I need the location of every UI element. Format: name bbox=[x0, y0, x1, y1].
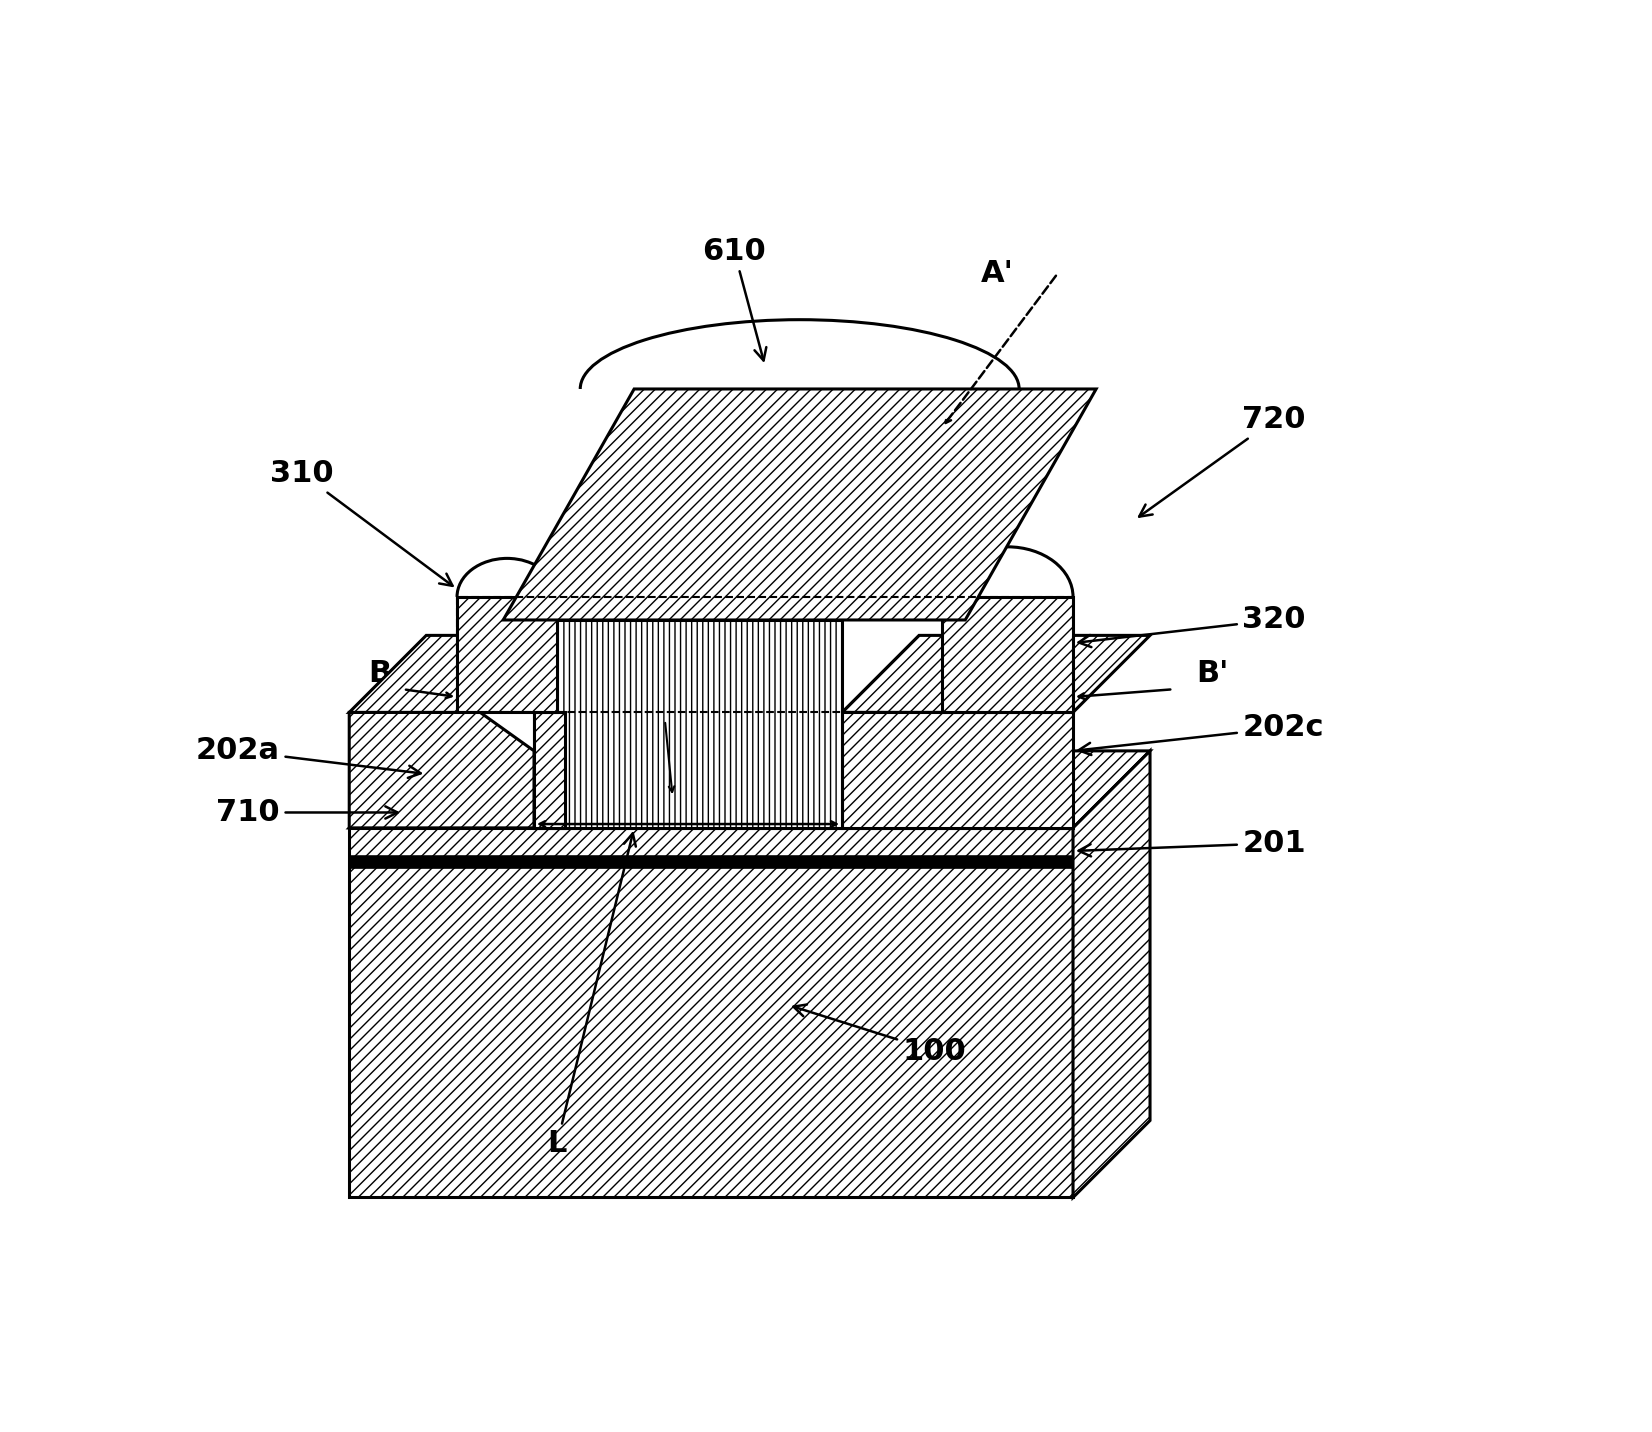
Polygon shape bbox=[349, 636, 557, 712]
Polygon shape bbox=[534, 620, 843, 828]
Polygon shape bbox=[349, 712, 534, 828]
Bar bbox=[458, 597, 1074, 712]
Text: 201: 201 bbox=[1079, 829, 1307, 858]
Polygon shape bbox=[942, 597, 1074, 712]
Text: 202c: 202c bbox=[1079, 713, 1323, 755]
Text: L: L bbox=[547, 833, 636, 1158]
Polygon shape bbox=[1074, 750, 1150, 1197]
Text: 610: 610 bbox=[702, 236, 767, 361]
Text: B: B bbox=[368, 659, 392, 689]
Polygon shape bbox=[843, 712, 1074, 828]
Text: A': A' bbox=[981, 259, 1014, 288]
Polygon shape bbox=[349, 750, 1150, 828]
Bar bbox=[349, 858, 1074, 868]
Polygon shape bbox=[349, 828, 1074, 1197]
Text: 710: 710 bbox=[216, 798, 398, 828]
Text: A: A bbox=[662, 683, 684, 710]
Polygon shape bbox=[458, 597, 557, 712]
Text: 310: 310 bbox=[271, 460, 453, 586]
Text: 720: 720 bbox=[1140, 405, 1307, 517]
Polygon shape bbox=[843, 636, 1150, 712]
Polygon shape bbox=[534, 712, 565, 828]
Text: 320: 320 bbox=[1079, 606, 1307, 647]
Text: 202a: 202a bbox=[197, 736, 421, 778]
Polygon shape bbox=[504, 390, 1097, 620]
Text: 100: 100 bbox=[793, 1004, 966, 1065]
Text: B': B' bbox=[1196, 659, 1229, 689]
